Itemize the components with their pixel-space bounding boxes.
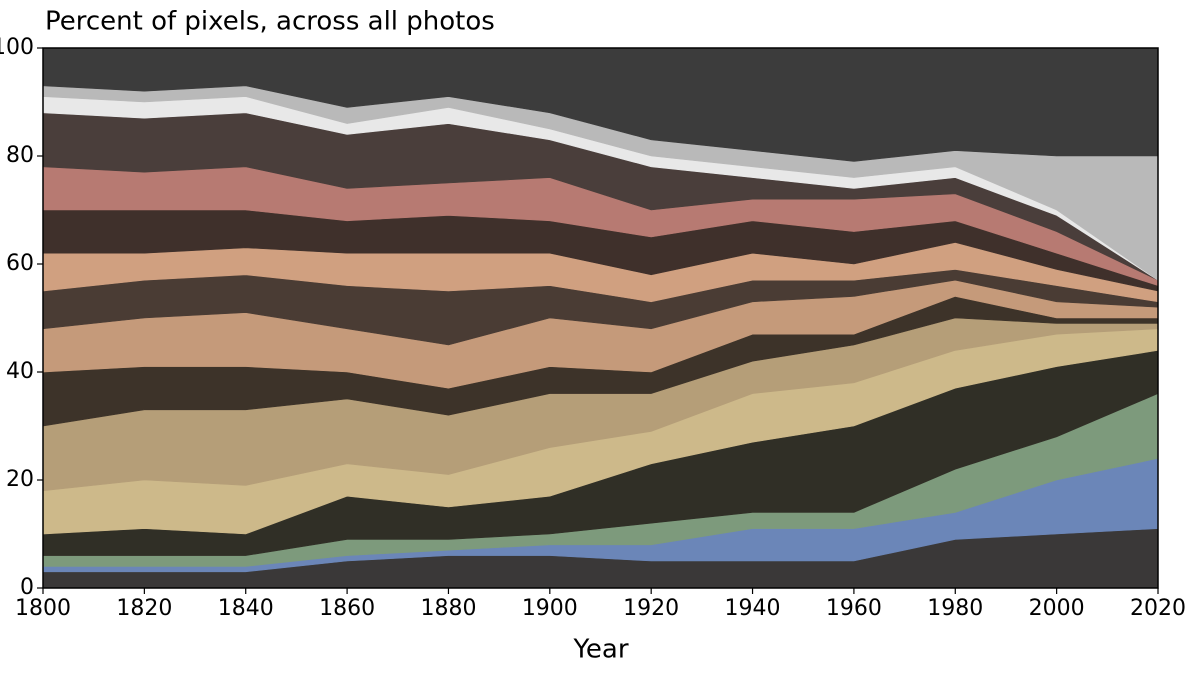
y-tick-label: 100 bbox=[0, 35, 34, 60]
x-tick-label: 1980 bbox=[927, 596, 983, 621]
y-tick-label: 40 bbox=[6, 359, 34, 384]
x-tick-label: 2000 bbox=[1029, 596, 1085, 621]
x-tick-label: 1860 bbox=[319, 596, 375, 621]
x-tick-label: 1920 bbox=[623, 596, 679, 621]
x-tick-label: 1880 bbox=[420, 596, 476, 621]
y-tick-label: 80 bbox=[6, 143, 34, 168]
x-tick-label: 2020 bbox=[1130, 596, 1186, 621]
x-tick-label: 1800 bbox=[15, 596, 71, 621]
x-tick-label: 1840 bbox=[218, 596, 274, 621]
x-tick-label: 1940 bbox=[725, 596, 781, 621]
axes-frame bbox=[42, 47, 1159, 589]
y-tick-label: 20 bbox=[6, 467, 34, 492]
x-tick-label: 1900 bbox=[522, 596, 578, 621]
y-tick-label: 60 bbox=[6, 251, 34, 276]
y-tick-label: 0 bbox=[20, 575, 34, 600]
chart-title: Percent of pixels, across all photos bbox=[45, 7, 495, 37]
plot-area bbox=[42, 47, 1159, 589]
x-tick-label: 1960 bbox=[826, 596, 882, 621]
x-tick-label: 1820 bbox=[116, 596, 172, 621]
x-axis-label: Year bbox=[572, 635, 628, 665]
